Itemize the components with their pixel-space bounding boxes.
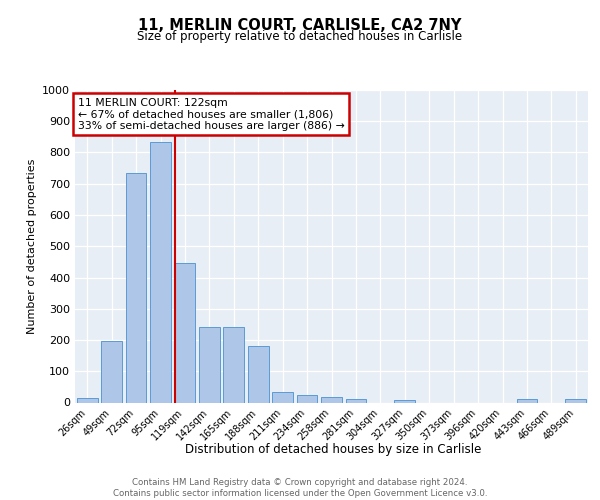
Bar [248, 346, 269, 403]
Y-axis label: Number of detached properties: Number of detached properties [26, 158, 37, 334]
Bar [199, 326, 220, 402]
Bar [272, 392, 293, 402]
Bar [223, 326, 244, 402]
Text: Size of property relative to detached houses in Carlisle: Size of property relative to detached ho… [137, 30, 463, 43]
Bar [565, 400, 586, 402]
Bar [517, 400, 538, 402]
Text: Contains HM Land Registry data © Crown copyright and database right 2024.
Contai: Contains HM Land Registry data © Crown c… [113, 478, 487, 498]
Text: 11, MERLIN COURT, CARLISLE, CA2 7NY: 11, MERLIN COURT, CARLISLE, CA2 7NY [139, 18, 461, 32]
Bar [321, 397, 342, 402]
Bar [125, 173, 146, 402]
Text: Distribution of detached houses by size in Carlisle: Distribution of detached houses by size … [185, 442, 481, 456]
Bar [175, 262, 196, 402]
Text: 11 MERLIN COURT: 122sqm
← 67% of detached houses are smaller (1,806)
33% of semi: 11 MERLIN COURT: 122sqm ← 67% of detache… [77, 98, 344, 131]
Bar [296, 394, 317, 402]
Bar [77, 398, 98, 402]
Bar [346, 400, 367, 402]
Bar [150, 142, 171, 402]
Bar [101, 341, 122, 402]
Bar [394, 400, 415, 402]
